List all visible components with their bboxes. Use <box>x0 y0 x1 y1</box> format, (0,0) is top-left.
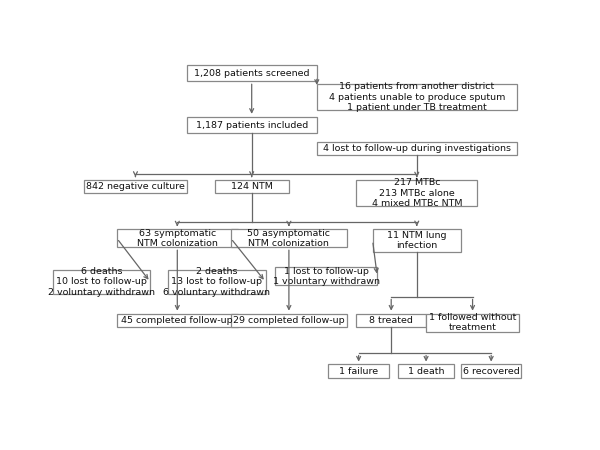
Text: 50 asymptomatic
NTM colonization: 50 asymptomatic NTM colonization <box>247 229 331 248</box>
Text: 1 failure: 1 failure <box>339 367 378 376</box>
FancyBboxPatch shape <box>317 142 517 155</box>
FancyBboxPatch shape <box>117 230 238 248</box>
Text: 8 treated: 8 treated <box>369 315 413 324</box>
Text: 217 MTBc
213 MTBc alone
4 mixed MTBc NTM: 217 MTBc 213 MTBc alone 4 mixed MTBc NTM <box>371 178 462 208</box>
Text: 29 completed follow-up: 29 completed follow-up <box>233 315 345 324</box>
FancyBboxPatch shape <box>187 117 317 133</box>
Text: 6 deaths
10 lost to follow-up
2 voluntary withdrawn: 6 deaths 10 lost to follow-up 2 voluntar… <box>48 267 155 297</box>
Text: 1 lost to follow-up
1 voluntary withdrawn: 1 lost to follow-up 1 voluntary withdraw… <box>272 267 380 286</box>
FancyBboxPatch shape <box>53 270 151 294</box>
FancyBboxPatch shape <box>215 180 289 193</box>
FancyBboxPatch shape <box>231 314 347 327</box>
Text: 11 NTM lung
infection: 11 NTM lung infection <box>387 231 446 250</box>
Text: 124 NTM: 124 NTM <box>231 182 272 191</box>
Text: 1,208 patients screened: 1,208 patients screened <box>194 68 310 77</box>
Text: 63 symptomatic
NTM colonization: 63 symptomatic NTM colonization <box>137 229 218 248</box>
FancyBboxPatch shape <box>373 229 461 252</box>
FancyBboxPatch shape <box>461 364 521 378</box>
Text: 1 death: 1 death <box>408 367 445 376</box>
Text: 2 deaths
13 lost to follow-up
6 voluntary withdrawn: 2 deaths 13 lost to follow-up 6 voluntar… <box>163 267 271 297</box>
FancyBboxPatch shape <box>187 65 317 81</box>
Text: 842 negative culture: 842 negative culture <box>86 182 185 191</box>
FancyBboxPatch shape <box>328 364 389 378</box>
Text: 1 followed without
treatment: 1 followed without treatment <box>429 313 516 332</box>
FancyBboxPatch shape <box>117 314 238 327</box>
FancyBboxPatch shape <box>231 230 347 248</box>
Text: 6 recovered: 6 recovered <box>463 367 520 376</box>
FancyBboxPatch shape <box>317 84 517 110</box>
Text: 45 completed follow-up: 45 completed follow-up <box>121 315 233 324</box>
FancyBboxPatch shape <box>168 270 266 294</box>
FancyBboxPatch shape <box>84 180 187 193</box>
Text: 16 patients from another district
4 patients unable to produce sputum
1 patient : 16 patients from another district 4 pati… <box>329 82 505 112</box>
FancyBboxPatch shape <box>275 267 377 285</box>
FancyBboxPatch shape <box>356 180 477 206</box>
FancyBboxPatch shape <box>426 314 519 332</box>
Text: 4 lost to follow-up during investigations: 4 lost to follow-up during investigation… <box>323 144 511 153</box>
Text: 1,187 patients included: 1,187 patients included <box>196 121 308 130</box>
FancyBboxPatch shape <box>356 314 426 327</box>
FancyBboxPatch shape <box>398 364 454 378</box>
